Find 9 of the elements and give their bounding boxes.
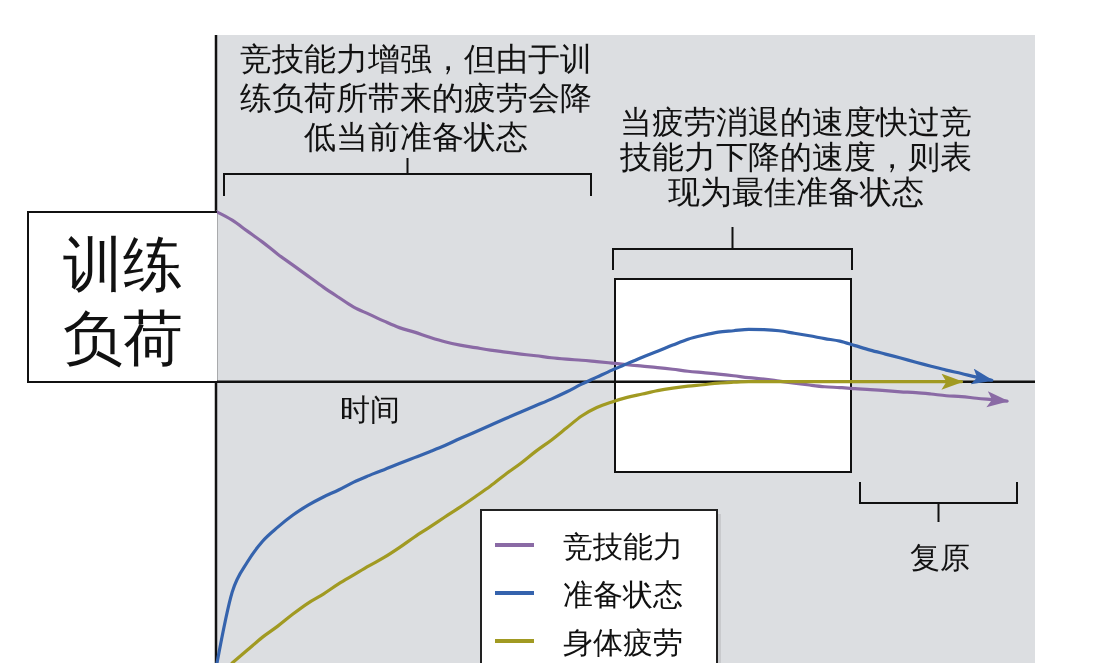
legend-label: 身体疲劳 <box>563 625 683 659</box>
xlabel: 时间 <box>339 392 401 428</box>
legend-label: 准备状态 <box>563 577 683 611</box>
annotation: 竞技能力增强，但由于训练负荷所带来的疲劳会降低当前准备状态 <box>239 40 593 157</box>
ylabel: 训练负荷 <box>62 230 184 374</box>
annotation: 当疲劳消退的速度快过竞技能力下降的速度，则表现为最佳准备状态 <box>619 105 973 210</box>
legend-label: 竞技能力 <box>563 529 683 563</box>
annotation: 复原 <box>909 540 971 576</box>
legend: 竞技能力 准备状态 身体疲劳 <box>480 509 721 663</box>
